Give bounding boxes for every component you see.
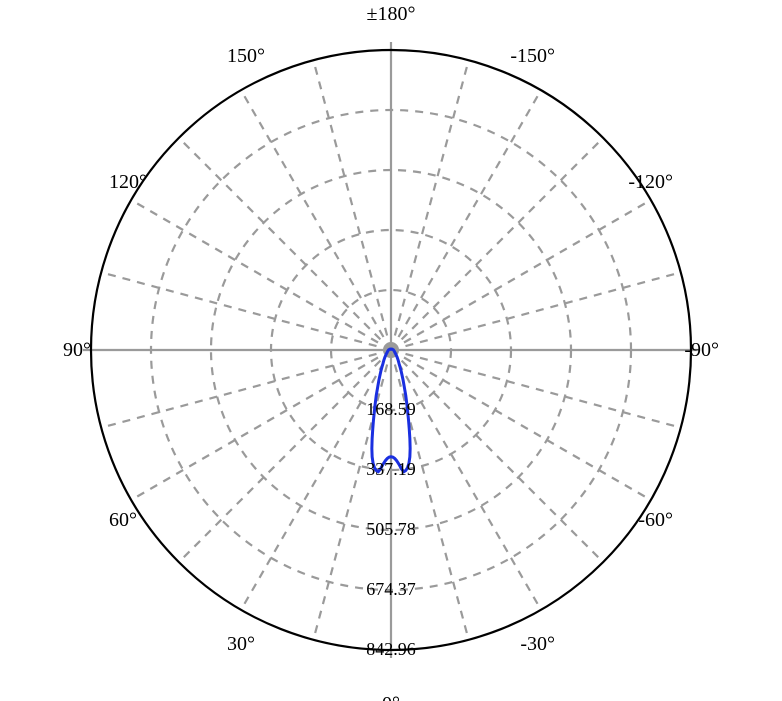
grid-spoke	[391, 350, 681, 428]
angle-label: 60°	[109, 509, 137, 531]
grid-spoke	[241, 90, 391, 350]
polar-chart: 168.59 337.19 505.78 674.37 842.96 ±180° -150…	[0, 0, 782, 701]
angle-label: 0°	[382, 693, 400, 701]
grid-spoke	[179, 138, 391, 350]
angle-label: -120°	[628, 171, 673, 193]
grid-spoke	[313, 60, 391, 350]
grid-spoke	[391, 272, 681, 350]
angle-label: 150°	[227, 45, 265, 67]
grid-spoke	[391, 350, 541, 610]
angle-label: -150°	[510, 45, 555, 67]
angle-label: -90°	[684, 339, 719, 361]
grid-spoke	[101, 350, 391, 428]
grid-spoke	[391, 90, 541, 350]
grid-spoke	[391, 138, 603, 350]
angle-label: 90°	[63, 339, 91, 361]
angle-label: ±180°	[367, 3, 416, 25]
radial-label: 337.19	[366, 459, 416, 479]
angle-label: -60°	[638, 509, 673, 531]
angle-label: 120°	[109, 171, 147, 193]
grid-spoke	[241, 350, 391, 610]
grid-spoke	[131, 200, 391, 350]
grid-spoke	[391, 60, 469, 350]
grid-spoke	[179, 350, 391, 562]
grid-spoke	[131, 350, 391, 500]
radial-label: 842.96	[366, 639, 416, 659]
angle-label: 30°	[227, 633, 255, 655]
grid-spoke	[391, 350, 603, 562]
grid-spoke	[101, 272, 391, 350]
grid-spoke	[391, 200, 651, 350]
radial-label: 674.37	[366, 579, 416, 599]
grid-spoke	[391, 350, 651, 500]
angle-label: -30°	[520, 633, 555, 655]
radial-label: 505.78	[366, 519, 416, 539]
radial-label: 168.59	[366, 399, 416, 419]
